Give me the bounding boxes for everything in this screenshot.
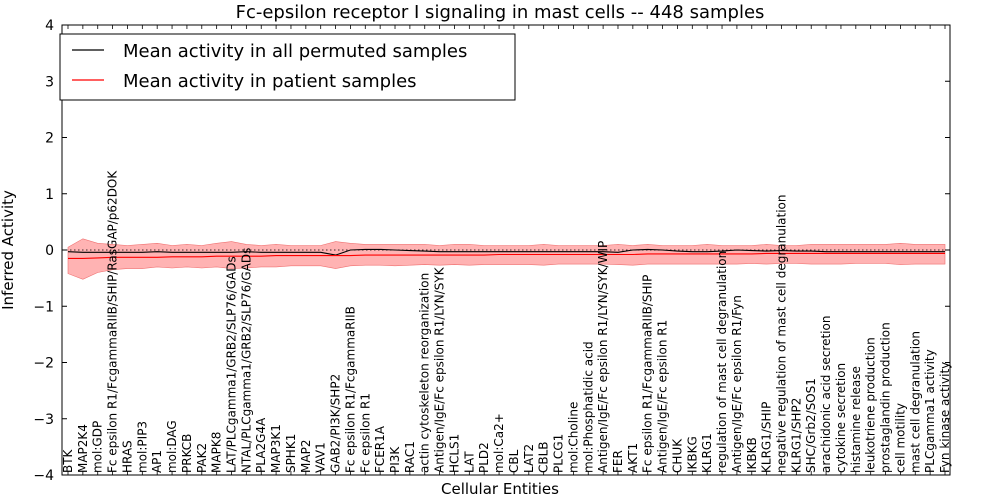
confidence-band-layer	[67, 238, 946, 280]
x-tick-label: Fc epsilon R1/FcgammaRIIB/SHIP/RasGAP/p6…	[106, 170, 120, 473]
y-tick-label: 3	[45, 74, 54, 90]
x-tick-label: regulation of mast cell degranulation	[715, 251, 729, 473]
x-tick-label: PLCG1	[552, 434, 566, 473]
series-line-layer	[62, 248, 950, 259]
x-tick-label: AP1	[150, 450, 164, 473]
x-tick-label: Fc epsilon R1/FcgammaRIIB/SHIP	[641, 275, 655, 473]
y-tick-label: −3	[33, 412, 54, 428]
x-tick-label: MAPK8	[210, 432, 224, 473]
series-line-permuted	[67, 248, 945, 256]
y-tick-label: 0	[45, 243, 54, 259]
x-tick-label: PLCgamma1 activity	[923, 349, 937, 473]
x-tick-label: CHUK	[670, 438, 684, 473]
x-tick-label: mol:Ca2+	[492, 413, 506, 473]
x-tick-label: CBL	[507, 449, 521, 473]
x-tick-label: SHC/Grb2/SOS1	[804, 378, 818, 473]
x-tick-label: histamine release	[849, 366, 863, 473]
x-tick-label: CBLB	[537, 442, 551, 474]
x-tick-label: HCLS1	[448, 434, 462, 473]
x-tick-label: MAP3K1	[269, 424, 283, 473]
x-tick-label: NTAL/PLCgamma1/GRB2/SLP76/GADs	[239, 248, 253, 473]
x-tick-label: FER	[611, 450, 625, 473]
x-tick-label: prostaglandin production	[879, 322, 893, 473]
x-tick-label: negative regulation of mast cell degranu…	[775, 194, 789, 473]
x-tick-label: mast cell degranulation	[908, 331, 922, 473]
x-tick-label: Antigen/IgE/Fc epsilon R1/Fyn	[730, 295, 744, 473]
x-tick-label: HRAS	[121, 440, 135, 473]
x-tick-label: VAV1	[314, 442, 328, 473]
x-tick-label: AKT1	[626, 443, 640, 473]
legend-entry-patient: Mean activity in patient samples	[123, 71, 417, 92]
x-tick-label: mol:DAG	[165, 420, 179, 473]
x-tick-label: Antigen/IgE/Fc epsilon R1/LYN/SYK/WIP	[596, 241, 610, 473]
y-tick-label: −1	[33, 299, 54, 315]
x-tick-label: FCER1A	[373, 425, 387, 473]
x-tick-label: LAT/PLCgamma1/GRB2/SLP76/GADs	[225, 256, 239, 473]
x-tick-label: LAT2	[522, 444, 536, 473]
x-tick-label: mol:Choline	[566, 402, 580, 473]
y-axis-label: Inferred Activity	[0, 190, 17, 310]
x-tick-label: mol:GDP	[91, 421, 105, 473]
x-tick-label: GAB2/PI3K/SHP2	[329, 374, 343, 473]
x-tick-label: MAP2	[299, 440, 313, 473]
x-tick-label: BTK	[61, 448, 75, 473]
x-tick-label: mol:Phosphatidic acid	[581, 341, 595, 473]
x-tick-label: Antigen/IgE/Fc epsilon R1	[656, 320, 670, 473]
y-axis: −4 −3 −2 −1 0 1 2 3 4	[33, 18, 950, 484]
x-tick-label: mol:PIP3	[135, 421, 149, 473]
x-tick-label: Fc epsilon R1/FcgammaRIIB	[343, 306, 357, 473]
x-axis	[67, 25, 946, 475]
x-tick-label: IKBKG	[685, 436, 699, 473]
x-tick-labels: BTK MAP2K4 mol:GDP Fc epsilon R1/FcgammaRII…	[61, 170, 952, 473]
x-tick-label: LAT	[462, 451, 476, 473]
legend: Mean activity in all permuted samples Me…	[59, 33, 516, 101]
y-tick-label: −2	[33, 356, 54, 372]
x-tick-label: PAK2	[195, 443, 209, 473]
x-tick-label: KLRG1/SHP2	[789, 398, 803, 473]
x-tick-label: PI3K	[388, 446, 402, 473]
legend-entry-permuted: Mean activity in all permuted samples	[123, 41, 467, 62]
y-tick-label: 4	[45, 18, 54, 34]
x-tick-label: leukotriene production	[864, 337, 878, 473]
x-tick-label: IKBKB	[745, 437, 759, 473]
x-tick-label: cytokine secretion	[834, 363, 848, 473]
x-tick-label: KLRG1/SHIP	[760, 402, 774, 473]
chart-title: Fc-epsilon receptor I signaling in mast …	[236, 2, 765, 23]
y-tick-label: 1	[45, 187, 54, 203]
series-line-patient	[68, 252, 945, 259]
legend-box	[59, 33, 516, 101]
x-tick-label: arachidonic acid secretion	[819, 316, 833, 473]
x-tick-label: KLRG1	[700, 433, 714, 473]
x-tick-label: actin cytoskeleton reorganization	[418, 273, 432, 473]
x-tick-label: PLA2G4A	[254, 417, 268, 473]
x-tick-label: cell motility	[893, 403, 907, 473]
x-tick-label: MAP2K4	[76, 424, 90, 473]
y-tick-label: 2	[45, 131, 54, 147]
y-tick-label: −4	[33, 468, 54, 484]
x-tick-label: Fyn kinase activity	[938, 362, 952, 473]
x-tick-label: PRKCB	[180, 434, 194, 473]
x-axis-label: Cellular Entities	[441, 480, 559, 498]
x-tick-label: RAC1	[403, 441, 417, 473]
x-tick-label: Fc epsilon R1	[358, 393, 372, 473]
patient-confidence-band	[67, 238, 946, 280]
x-tick-label: SPHK1	[284, 434, 298, 473]
x-tick-label: PLD2	[477, 442, 491, 473]
x-tick-label: Antigen/IgE/Fc epsilon R1/LYN/SYK	[433, 266, 447, 473]
